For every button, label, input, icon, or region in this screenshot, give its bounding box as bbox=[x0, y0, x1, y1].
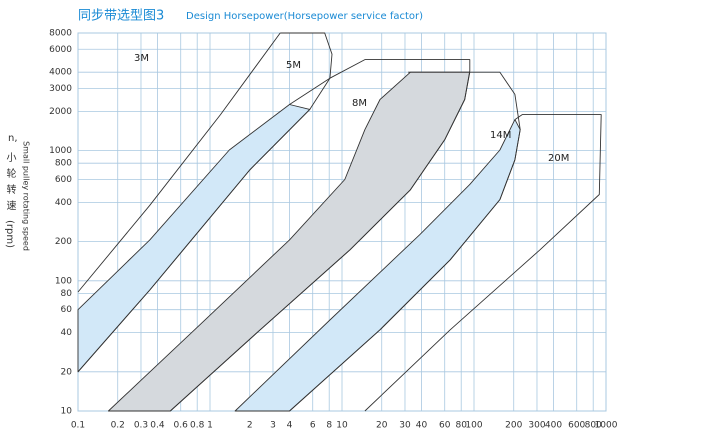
x-tick-label: 10 bbox=[336, 421, 348, 431]
x-tick-label: 4 bbox=[287, 421, 293, 431]
belt-label: 20M bbox=[548, 153, 569, 164]
y-tick-label: 6000 bbox=[49, 45, 72, 55]
x-tick-label: 3 bbox=[270, 421, 276, 431]
x-tick-label: 100 bbox=[465, 421, 482, 431]
belt-boundary bbox=[289, 71, 521, 412]
x-tick-label: 400 bbox=[545, 421, 562, 431]
y-label-unit: (rpm) bbox=[4, 220, 15, 248]
x-tick-label: 0.2 bbox=[111, 421, 125, 431]
y-tick-label: 600 bbox=[55, 175, 72, 185]
x-tick-label: 1 bbox=[207, 421, 213, 431]
x-tick-label: 30 bbox=[399, 421, 411, 431]
x-tick-label: 40 bbox=[416, 421, 428, 431]
belt-label: 3M bbox=[134, 53, 149, 64]
x-tick-label: 0.6 bbox=[174, 421, 189, 431]
x-tick-label: 600 bbox=[568, 421, 585, 431]
chart-title: 同步带选型图3 bbox=[78, 9, 164, 24]
belt-boundary bbox=[364, 114, 602, 412]
x-tick-label: 0.1 bbox=[71, 421, 85, 431]
y-tick-label: 8000 bbox=[49, 29, 72, 39]
y-tick-label: 20 bbox=[61, 367, 73, 377]
y-tick-label: 4000 bbox=[49, 68, 72, 78]
x-tick-label: 0.3 bbox=[134, 421, 148, 431]
belt-label: 5M bbox=[286, 60, 301, 71]
x-tick-label: 8 bbox=[326, 421, 332, 431]
belt-label: 8M bbox=[352, 98, 367, 109]
x-tick-label: 1000 bbox=[595, 421, 618, 431]
x-tick-label: 300 bbox=[528, 421, 545, 431]
y-tick-label: 2000 bbox=[49, 107, 72, 117]
x-tick-label: 200 bbox=[505, 421, 522, 431]
x-tick-label: 60 bbox=[439, 421, 451, 431]
x-tick-label: 80 bbox=[455, 421, 467, 431]
y-tick-label: 3000 bbox=[49, 84, 72, 94]
chart-subtitle: Design Horsepower(Horsepower service fac… bbox=[186, 11, 423, 22]
y-label-symbol: n, bbox=[8, 133, 18, 144]
y-label-en: Small pulley rotating speed bbox=[22, 141, 31, 251]
y-label-cn: 小轮转速 bbox=[4, 152, 16, 216]
x-tick-label: 0.4 bbox=[150, 421, 165, 431]
x-tick-label: 2 bbox=[247, 421, 253, 431]
x-tick-label: 0.8 bbox=[190, 421, 205, 431]
x-tick-label: 6 bbox=[310, 421, 316, 431]
x-tick-label: 800 bbox=[585, 421, 602, 431]
y-tick-label: 10 bbox=[61, 407, 73, 417]
belt-label: 14M bbox=[490, 130, 511, 141]
y-tick-label: 80 bbox=[61, 289, 73, 299]
y-tick-label: 40 bbox=[61, 328, 73, 338]
belt-boundary bbox=[77, 32, 281, 293]
y-tick-label: 100 bbox=[55, 276, 72, 286]
y-tick-label: 200 bbox=[55, 237, 72, 247]
y-tick-label: 800 bbox=[55, 159, 72, 169]
belt-boundary bbox=[169, 59, 471, 412]
y-tick-label: 60 bbox=[61, 305, 73, 315]
y-tick-label: 400 bbox=[55, 198, 72, 208]
y-tick-label: 1000 bbox=[49, 146, 72, 156]
belt-boundary bbox=[77, 32, 333, 373]
x-tick-label: 20 bbox=[376, 421, 388, 431]
